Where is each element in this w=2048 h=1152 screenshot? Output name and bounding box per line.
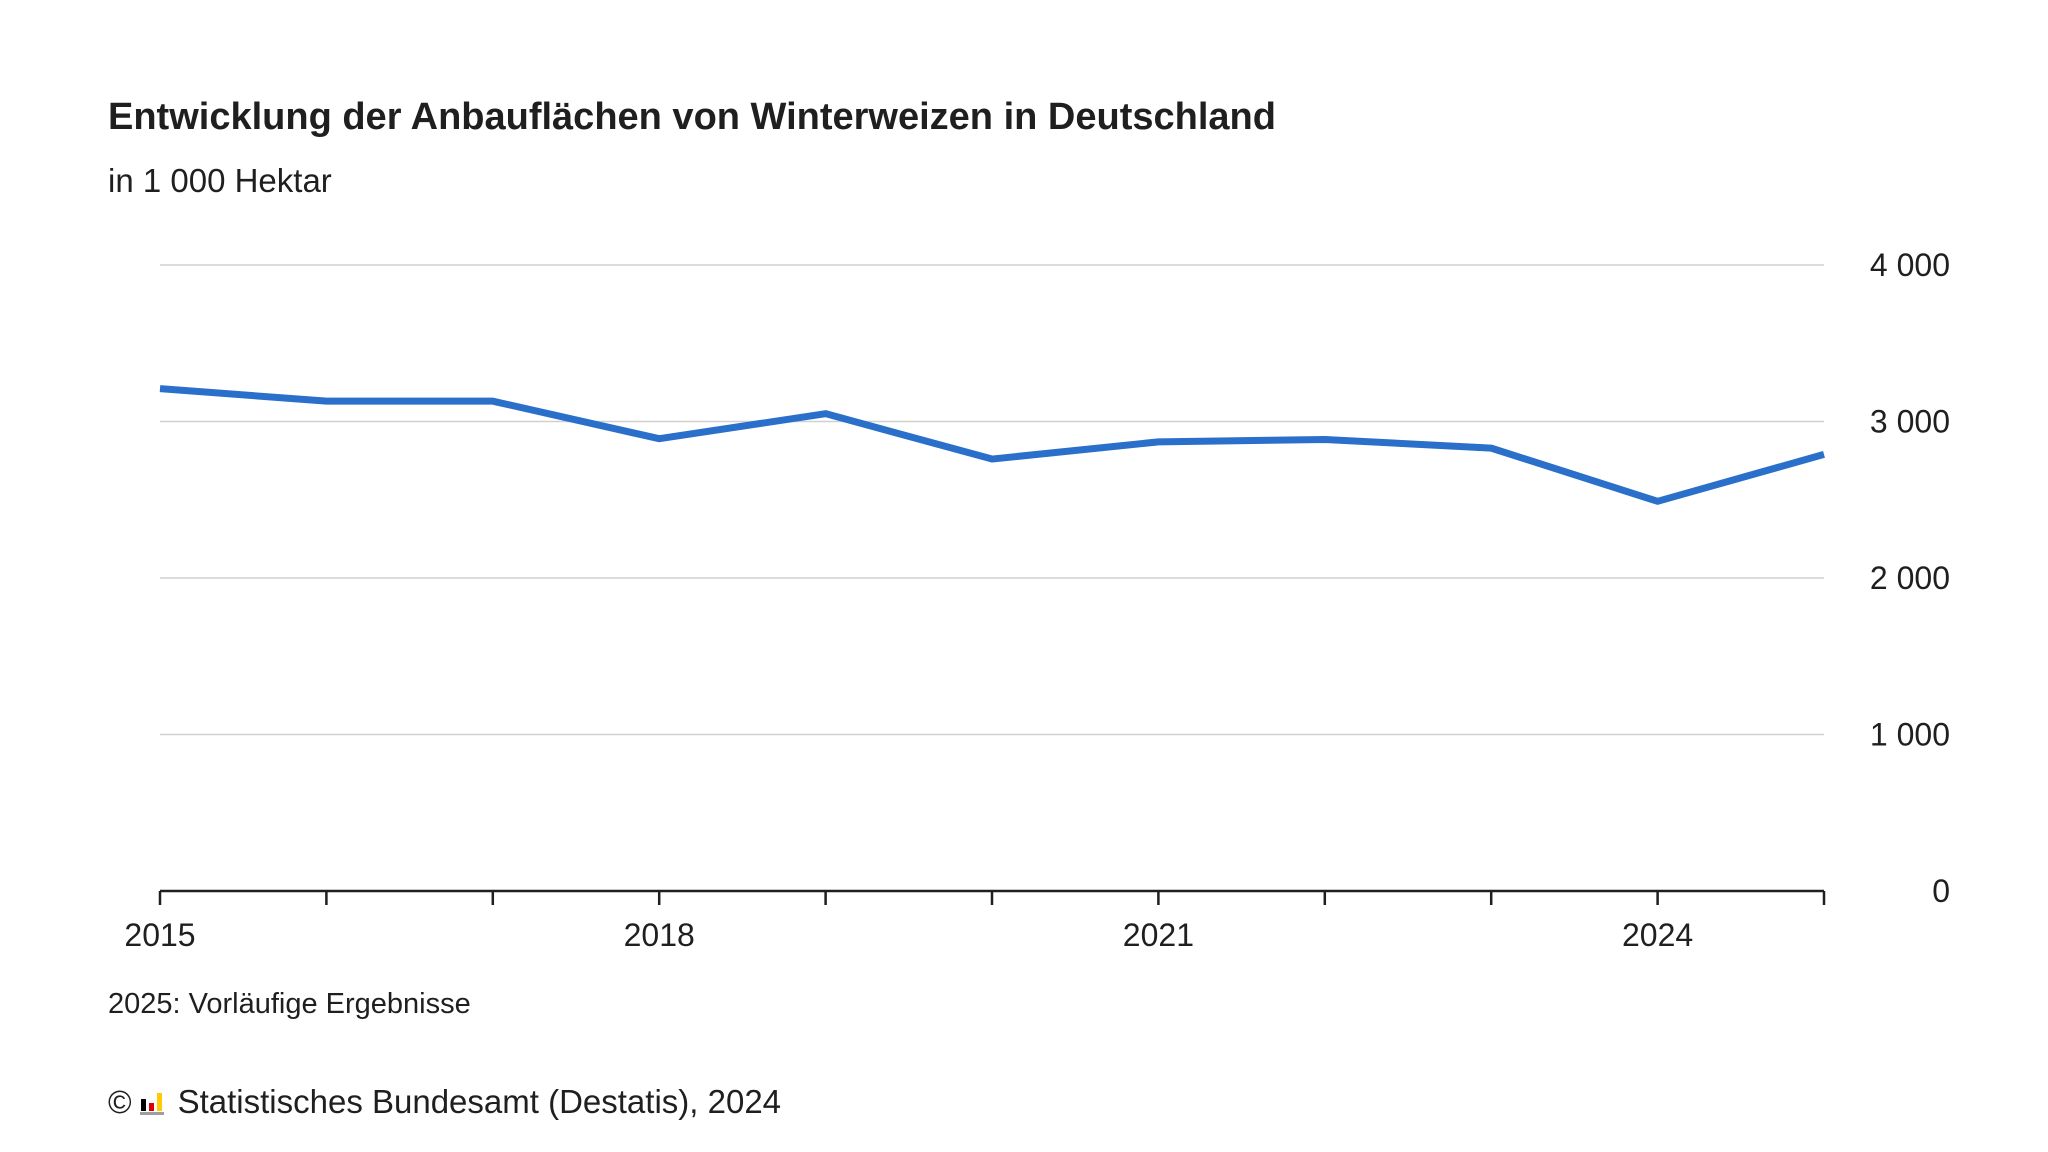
y-axis-tick-labels: 0 1 000 2 000 3 000 4 000 — [1870, 247, 1950, 909]
y-tick-label: 3 000 — [1870, 404, 1950, 440]
x-axis-tick-labels: 2015 2018 2021 2024 — [124, 917, 1693, 953]
x-tick-label: 2015 — [124, 917, 195, 953]
y-tick-label: 0 — [1932, 873, 1950, 909]
x-tick-label: 2021 — [1123, 917, 1194, 953]
y-tick-label: 1 000 — [1870, 717, 1950, 753]
source-line: © Statistisches Bundesamt (Destatis), 20… — [108, 1083, 781, 1121]
copyright-icon: © — [108, 1083, 132, 1120]
logo-bar-red — [148, 1103, 154, 1111]
chart-title: Entwicklung der Anbauflächen von Winterw… — [108, 96, 1276, 138]
footnote: 2025: Vorläufige Ergebnisse — [108, 988, 471, 1020]
logo-base — [139, 1112, 164, 1115]
logo-bar-black — [140, 1099, 146, 1111]
destatis-logo-icon — [139, 1093, 164, 1115]
grid-lines — [160, 264, 1824, 736]
y-tick-label: 4 000 — [1870, 247, 1950, 283]
chart-subtitle: in 1 000 Hektar — [108, 162, 332, 199]
y-tick-label: 2 000 — [1870, 560, 1950, 596]
x-tick-label: 2018 — [624, 917, 695, 953]
logo-bar-gold — [156, 1093, 162, 1111]
x-tick-label: 2024 — [1622, 917, 1693, 953]
x-axis — [158, 889, 1826, 905]
source-text: Statistisches Bundesamt (Destatis), 2024 — [177, 1083, 782, 1120]
series-line — [159, 385, 1825, 505]
series-layer — [159, 385, 1825, 505]
